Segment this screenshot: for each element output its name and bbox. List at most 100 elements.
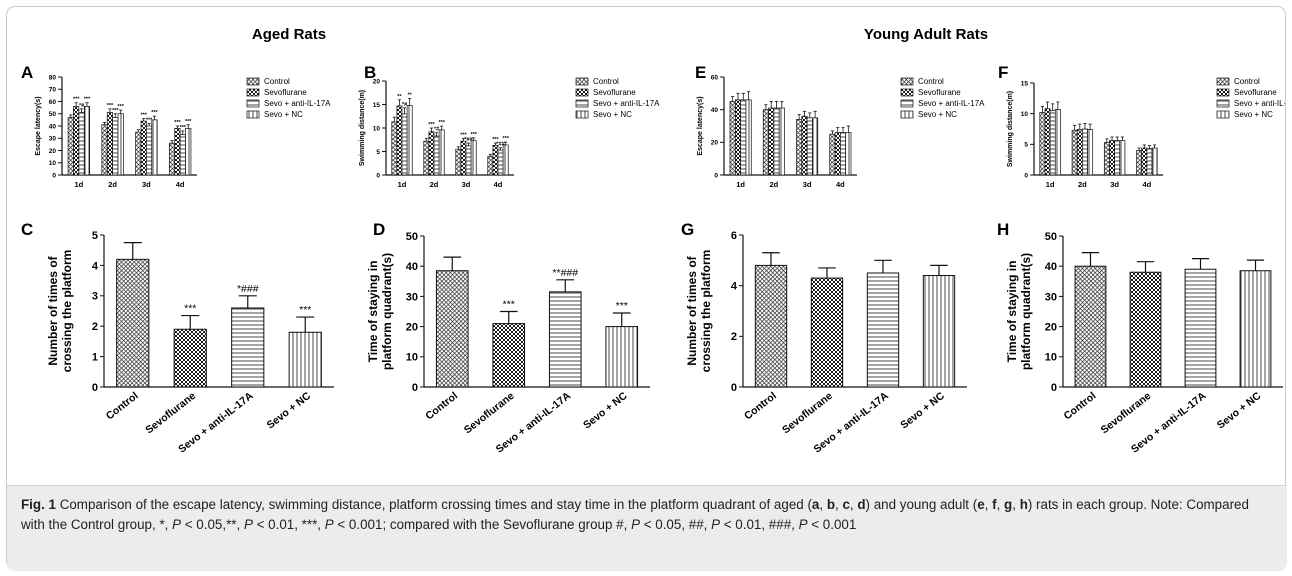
chart-panel-c: C 0 1 2 3 4 5 Number of times ofcrossing the pl… bbox=[21, 220, 334, 456]
y-tick-label: 50 bbox=[406, 231, 418, 243]
y-tick-label: 40 bbox=[711, 107, 719, 114]
chart-panel-d: D 0 10 20 30 40 50 Time of staying inplatform q… bbox=[366, 220, 650, 456]
legend-swatch bbox=[246, 77, 260, 86]
bar bbox=[435, 270, 469, 388]
bar bbox=[428, 131, 435, 176]
legend-swatch bbox=[900, 88, 914, 97]
x-tick-label: 3d bbox=[803, 180, 812, 189]
x-tick-label: Control bbox=[423, 390, 460, 422]
y-axis-label: Swimming distance(m) bbox=[1007, 91, 1014, 167]
bar bbox=[1071, 129, 1078, 176]
y-tick-label: 2 bbox=[92, 321, 98, 333]
bar bbox=[78, 112, 85, 176]
bar bbox=[778, 107, 785, 176]
y-tick-label: 30 bbox=[1045, 291, 1057, 303]
y-tick-label: 10 bbox=[373, 125, 381, 132]
caption-segment: < 0.05,**, bbox=[181, 517, 244, 532]
significance-label: *** bbox=[299, 304, 311, 316]
significance-label: *** bbox=[151, 110, 158, 116]
x-tick-label: 1d bbox=[398, 180, 407, 189]
bar bbox=[1103, 142, 1110, 176]
caption-segment: , bbox=[835, 497, 843, 512]
x-tick-label: 3d bbox=[1110, 180, 1119, 189]
bar bbox=[1184, 268, 1217, 388]
bar bbox=[806, 117, 813, 176]
bar bbox=[1049, 110, 1056, 176]
significance-label: *** bbox=[107, 103, 114, 109]
panel-letter: G bbox=[681, 220, 694, 239]
legend-swatch bbox=[900, 110, 914, 119]
y-tick-label: 20 bbox=[406, 321, 418, 333]
legend-entry: Sevoflurane bbox=[264, 88, 307, 97]
caption-segment: P bbox=[798, 517, 808, 532]
caption-segment: f bbox=[992, 497, 997, 512]
legend-entry: Sevo + NC bbox=[1234, 110, 1273, 119]
y-tick-label: 0 bbox=[731, 382, 737, 394]
bar bbox=[185, 128, 192, 176]
header-young-adult-rats: Young Adult Rats bbox=[864, 26, 988, 43]
bar bbox=[1136, 150, 1143, 176]
legend-entry: Control bbox=[264, 77, 290, 86]
bar bbox=[1129, 271, 1162, 388]
bar bbox=[762, 109, 769, 176]
bar bbox=[106, 112, 113, 176]
legend-swatch bbox=[575, 77, 589, 86]
y-tick-label: 40 bbox=[49, 123, 57, 130]
y-tick-label: 20 bbox=[49, 148, 57, 155]
bar bbox=[1054, 109, 1061, 176]
panel-letter: E bbox=[695, 63, 706, 82]
caption-segment: < 0.01, ***, bbox=[252, 517, 325, 532]
caption-segment: P bbox=[631, 517, 640, 532]
caption-segment: , bbox=[996, 497, 1005, 512]
bar bbox=[492, 145, 499, 176]
bar bbox=[487, 155, 494, 176]
x-tick-label: 2d bbox=[769, 180, 778, 189]
caption-segment: P bbox=[324, 517, 334, 532]
y-axis-label: Escape latency(s) bbox=[35, 96, 42, 155]
y-axis-label: Number of times ofcrossing the platform bbox=[685, 250, 713, 373]
bar bbox=[406, 105, 413, 176]
legend-swatch bbox=[1216, 77, 1230, 86]
y-tick-label: 50 bbox=[1045, 231, 1057, 243]
y-tick-label: 6 bbox=[731, 230, 737, 242]
bar bbox=[768, 107, 775, 176]
caption-segment: , bbox=[984, 497, 993, 512]
bar bbox=[801, 115, 808, 176]
y-tick-label: 15 bbox=[373, 102, 381, 109]
bar bbox=[117, 113, 124, 176]
bar bbox=[1109, 140, 1115, 176]
x-tick-label: Control bbox=[104, 390, 141, 422]
legend-entry: Sevo + anti-IL-17A bbox=[264, 99, 331, 108]
y-tick-label: 80 bbox=[49, 74, 57, 81]
x-tick-label: Sevoflurane bbox=[780, 390, 835, 437]
x-tick-label: 4d bbox=[1142, 180, 1151, 189]
chart-panel-h: H 0 10 20 30 40 50 Time of staying inplatform q… bbox=[997, 220, 1283, 456]
legend-entry: Sevo + NC bbox=[264, 110, 303, 119]
x-tick-label: Sevoflurane bbox=[143, 390, 198, 437]
significance-label: *** bbox=[428, 122, 435, 128]
bar bbox=[1114, 140, 1121, 176]
bar bbox=[605, 326, 639, 388]
chart-panel-e: E 0 20 40 60 Escape latency(s) 1d 2d 3d 4d Control… bbox=[695, 63, 985, 189]
significance-label: *** bbox=[112, 108, 119, 114]
bar bbox=[455, 148, 462, 176]
legend-entry: Sevo + anti-IL-17A bbox=[593, 99, 660, 108]
legend-swatch bbox=[900, 99, 914, 108]
significance-label: *** bbox=[174, 120, 181, 126]
chart-panel-f: F 0 5 10 15 Swimming distance(m) 1d 2d 3d 4d Contr… bbox=[998, 63, 1292, 189]
bar bbox=[1039, 112, 1046, 176]
y-tick-label: 3 bbox=[92, 291, 98, 303]
legend-entry: Sevoflurane bbox=[1234, 88, 1277, 97]
y-tick-label: 30 bbox=[406, 291, 418, 303]
y-tick-label: 50 bbox=[49, 111, 57, 118]
significance-label: *** bbox=[184, 303, 196, 315]
bar bbox=[729, 101, 736, 176]
figure-frame: Aged Rats Young Adult Rats A 0 10 20 30 40 50 6… bbox=[6, 6, 1292, 571]
y-tick-label: 0 bbox=[92, 382, 98, 394]
bar bbox=[740, 99, 747, 176]
x-tick-label: Control bbox=[742, 390, 779, 422]
caption-segment: c bbox=[842, 497, 850, 512]
bar bbox=[829, 133, 836, 176]
x-tick-label: Sevoflurane bbox=[462, 390, 517, 437]
